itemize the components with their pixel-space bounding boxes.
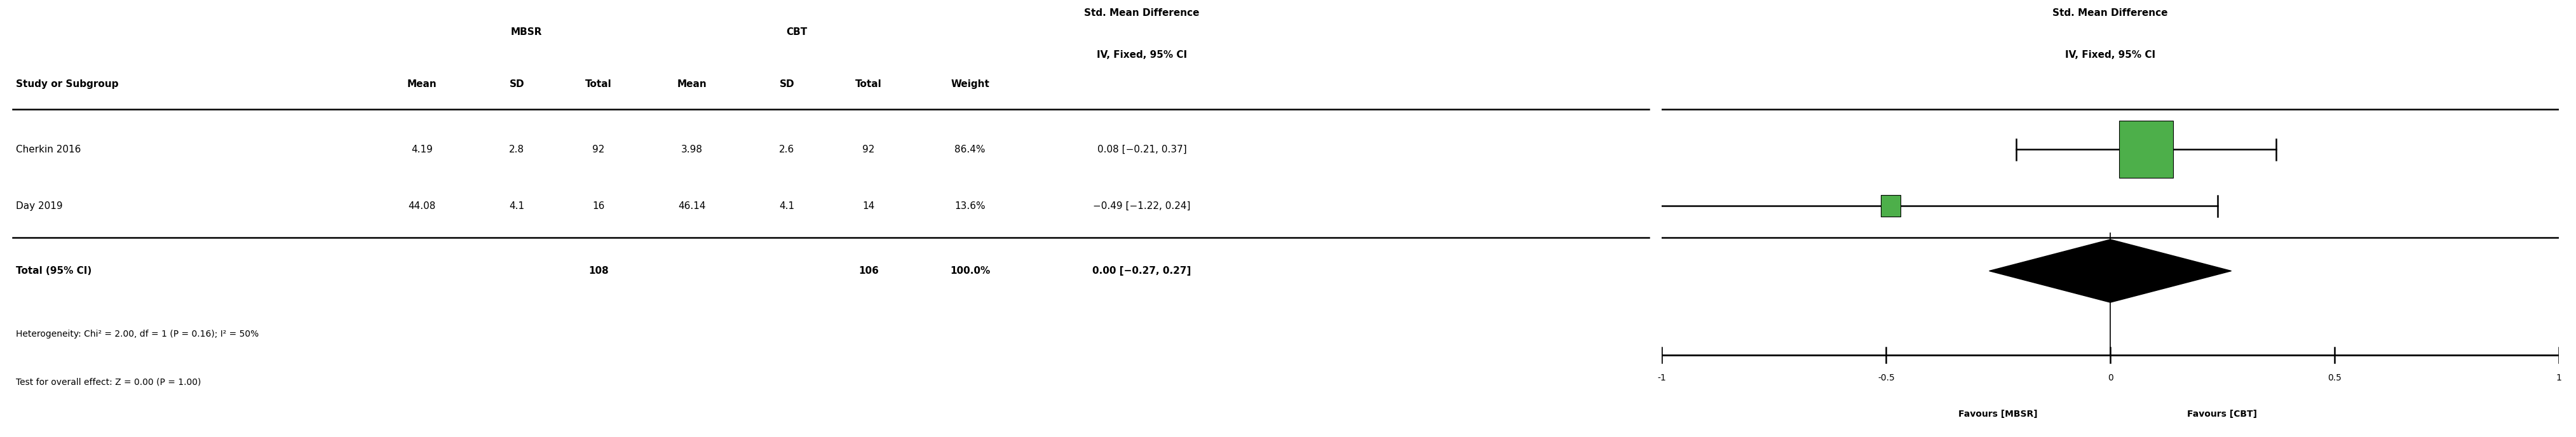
Text: 1: 1	[2555, 374, 2561, 383]
Text: 86.4%: 86.4%	[953, 145, 984, 154]
Text: Favours [MBSR]: Favours [MBSR]	[1958, 409, 2038, 418]
Text: 92: 92	[592, 145, 605, 154]
Text: 13.6%: 13.6%	[953, 201, 984, 211]
Text: IV, Fixed, 95% CI: IV, Fixed, 95% CI	[2063, 50, 2156, 60]
Text: 0.08 [−0.21, 0.37]: 0.08 [−0.21, 0.37]	[1097, 145, 1188, 154]
Text: Weight: Weight	[951, 80, 989, 89]
Text: Mean: Mean	[677, 80, 706, 89]
Text: −0.49 [−1.22, 0.24]: −0.49 [−1.22, 0.24]	[1092, 201, 1190, 211]
Bar	[1880, 195, 1901, 217]
Text: SD: SD	[778, 80, 793, 89]
Text: 4.19: 4.19	[412, 145, 433, 154]
Polygon shape	[1989, 239, 2231, 302]
Text: Study or Subgroup: Study or Subgroup	[15, 80, 118, 89]
Text: 0.5: 0.5	[2326, 374, 2342, 383]
Text: Mean: Mean	[407, 80, 438, 89]
Text: Favours [CBT]: Favours [CBT]	[2187, 409, 2257, 418]
Text: IV, Fixed, 95% CI: IV, Fixed, 95% CI	[1097, 50, 1188, 60]
Text: 0: 0	[2107, 374, 2112, 383]
Text: Std. Mean Difference: Std. Mean Difference	[1084, 8, 1200, 18]
Text: 4.1: 4.1	[510, 201, 526, 211]
Text: -1: -1	[1656, 374, 1667, 383]
Text: Total: Total	[855, 80, 881, 89]
Text: -0.5: -0.5	[1878, 374, 1893, 383]
Text: 92: 92	[863, 145, 873, 154]
Text: Heterogeneity: Chi² = 2.00, df = 1 (P = 0.16); I² = 50%: Heterogeneity: Chi² = 2.00, df = 1 (P = …	[15, 329, 260, 338]
Text: 4.1: 4.1	[778, 201, 793, 211]
Text: 108: 108	[587, 266, 608, 276]
Text: Total: Total	[585, 80, 611, 89]
Text: 16: 16	[592, 201, 605, 211]
Text: 14: 14	[863, 201, 873, 211]
Text: 0.00 [−0.27, 0.27]: 0.00 [−0.27, 0.27]	[1092, 266, 1190, 276]
Text: Test for overall effect: Z = 0.00 (P = 1.00): Test for overall effect: Z = 0.00 (P = 1…	[15, 378, 201, 387]
Text: 2.8: 2.8	[510, 145, 526, 154]
Text: 2.6: 2.6	[778, 145, 793, 154]
Text: MBSR: MBSR	[510, 27, 541, 37]
Text: Total (95% CI): Total (95% CI)	[15, 266, 93, 276]
Text: 46.14: 46.14	[677, 201, 706, 211]
Text: Cherkin 2016: Cherkin 2016	[15, 145, 82, 154]
Text: Std. Mean Difference: Std. Mean Difference	[2053, 8, 2166, 18]
Text: SD: SD	[510, 80, 523, 89]
Text: 106: 106	[858, 266, 878, 276]
Text: 100.0%: 100.0%	[951, 266, 989, 276]
Bar	[2117, 121, 2172, 178]
Text: Day 2019: Day 2019	[15, 201, 62, 211]
Text: 3.98: 3.98	[680, 145, 703, 154]
Text: CBT: CBT	[786, 27, 806, 37]
Text: 44.08: 44.08	[407, 201, 435, 211]
